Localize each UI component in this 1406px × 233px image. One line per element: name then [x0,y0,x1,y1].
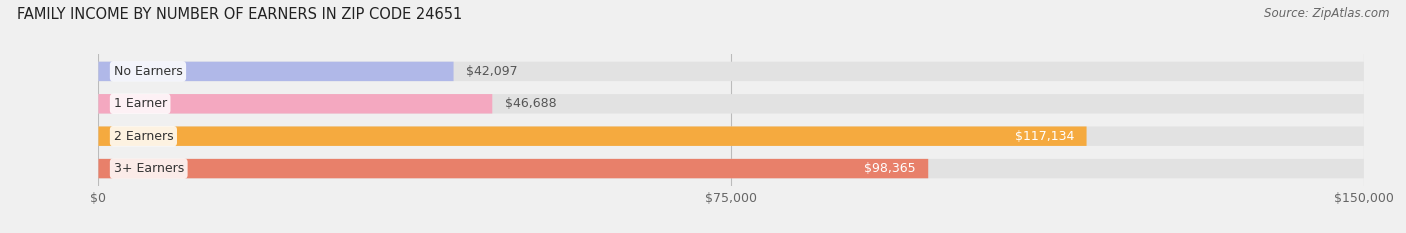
Text: 3+ Earners: 3+ Earners [114,162,184,175]
Text: $46,688: $46,688 [505,97,557,110]
FancyBboxPatch shape [98,62,454,81]
FancyBboxPatch shape [98,127,1364,146]
FancyBboxPatch shape [98,62,1364,81]
FancyBboxPatch shape [98,159,928,178]
FancyBboxPatch shape [98,94,1364,113]
Text: 2 Earners: 2 Earners [114,130,173,143]
Text: FAMILY INCOME BY NUMBER OF EARNERS IN ZIP CODE 24651: FAMILY INCOME BY NUMBER OF EARNERS IN ZI… [17,7,463,22]
Text: Source: ZipAtlas.com: Source: ZipAtlas.com [1264,7,1389,20]
Text: $117,134: $117,134 [1015,130,1074,143]
Text: $98,365: $98,365 [863,162,915,175]
Text: No Earners: No Earners [114,65,183,78]
FancyBboxPatch shape [98,94,492,113]
Text: 1 Earner: 1 Earner [114,97,167,110]
FancyBboxPatch shape [98,159,1364,178]
Text: $42,097: $42,097 [467,65,517,78]
FancyBboxPatch shape [98,127,1087,146]
